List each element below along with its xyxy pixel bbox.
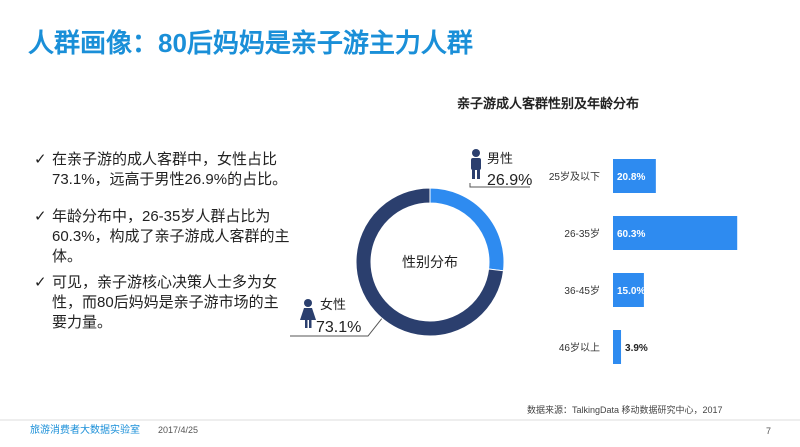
category-label: 26-35岁 xyxy=(564,227,600,240)
category-label: 46岁以上 xyxy=(559,341,600,354)
value-label: 73.1% xyxy=(316,319,361,336)
male-leader xyxy=(469,183,530,188)
bar xyxy=(613,159,656,193)
bar xyxy=(613,216,738,250)
female-icon xyxy=(300,299,316,328)
donut-center-label: 性别分布 xyxy=(402,254,458,270)
bar-title: 亲子游成人客群性别及年龄分布 xyxy=(457,96,639,111)
page-number: 7 xyxy=(766,426,771,436)
bar xyxy=(613,273,644,307)
bullet: 在亲子游的成人客群中，女性占比73.1%，远高于男性26.9%的占比。 xyxy=(34,150,292,190)
donut-segment xyxy=(355,187,505,337)
value-label: 3.9% xyxy=(625,343,648,354)
footer-date: 2017/4/25 xyxy=(158,425,198,435)
male-icon xyxy=(471,149,481,179)
female-leader xyxy=(290,316,384,337)
value-label: 15.0% xyxy=(617,286,645,297)
bar xyxy=(613,330,622,364)
bullet: 年龄分布中，26-35岁人群占比为60.3%，构成了亲子游成人客群的主体。 xyxy=(34,207,292,267)
value-label: 26.9% xyxy=(487,172,532,189)
value-label: 20.8% xyxy=(617,172,645,183)
slide-title: 人群画像：80后妈妈是亲子游主力人群 xyxy=(28,28,473,58)
legend-label: 男性 xyxy=(487,151,513,166)
bullet: 可见，亲子游核心决策人士多为女性，而80后妈妈是亲子游市场的主要力量。 xyxy=(34,273,292,333)
value-label: 60.3% xyxy=(617,229,645,240)
source: 数据来源：TalkingData 移动数据研究中心，2017 xyxy=(527,404,723,415)
category-label: 25岁及以下 xyxy=(549,170,600,183)
footer-left: 旅游消费者大数据实验室 xyxy=(30,423,140,436)
category-label: 36-45岁 xyxy=(564,284,600,297)
legend-label: 女性 xyxy=(320,297,346,312)
